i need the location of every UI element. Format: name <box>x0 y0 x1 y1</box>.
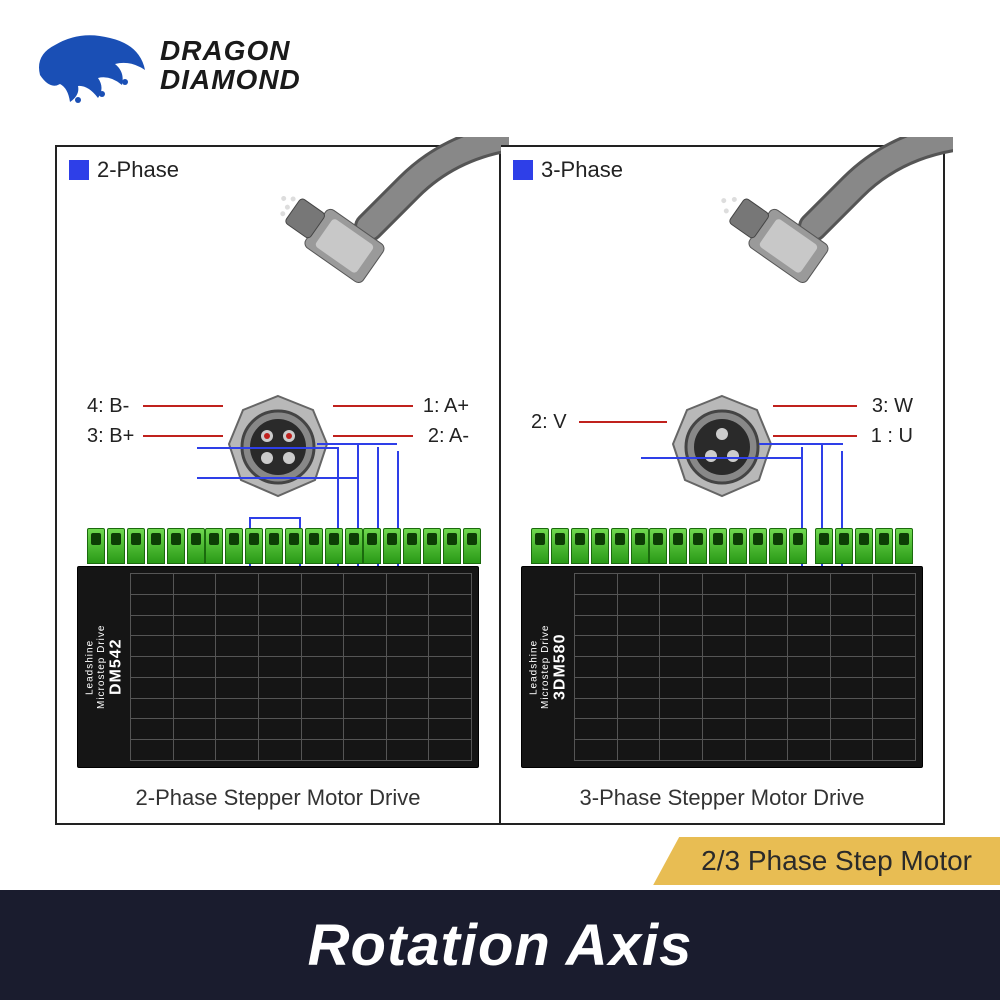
pin-label: 1 : U <box>871 425 913 448</box>
driver-3dm580: Leadshine Microstep Drive 3DM580 <box>521 528 923 768</box>
driver-sub: Microstep Drive <box>540 625 551 709</box>
lead-line <box>579 421 667 423</box>
panel-2phase: 2-Phase 4: B- 3: B+ 1: A+ 2: A- <box>55 145 501 825</box>
driver-spec-table <box>574 573 916 761</box>
driver-faceplate: Leadshine Microstep Drive 3DM580 <box>521 566 923 768</box>
pin-label: 3: W <box>872 395 913 418</box>
panel-3phase: 3-Phase 2: V 3: W 1 : U <box>501 145 945 825</box>
driver-model: DM542 <box>108 639 126 696</box>
driver-faceplate: Leadshine Microstep Drive DM542 <box>77 566 479 768</box>
phase-label: 3-Phase <box>541 157 623 183</box>
page-title: Rotation Axis <box>308 912 693 979</box>
square-marker-icon <box>513 160 533 180</box>
terminal-strip <box>521 528 923 568</box>
pin-label: 1: A+ <box>423 395 469 418</box>
socket-3pin-icon <box>667 392 777 502</box>
panel-caption: 3-Phase Stepper Motor Drive <box>501 785 943 811</box>
title-bar: Rotation Axis <box>0 890 1000 1000</box>
driver-label-strip: Leadshine Microstep Drive 3DM580 <box>528 573 570 761</box>
product-badge: 2/3 Phase Step Motor <box>653 837 1000 885</box>
brand-logo: DRAGON DIAMOND <box>30 20 301 110</box>
pin-label: 3: B+ <box>87 425 134 448</box>
lead-line <box>333 405 413 407</box>
lead-line <box>333 435 413 437</box>
driver-dm542: Leadshine Microstep Drive DM542 <box>77 528 479 768</box>
driver-brand: Leadshine <box>84 639 95 694</box>
driver-label-strip: Leadshine Microstep Drive DM542 <box>84 573 126 761</box>
pin-diagram-3phase: 2: V 3: W 1 : U <box>501 377 943 517</box>
lead-line <box>143 435 223 437</box>
lead-line <box>773 405 857 407</box>
pin-label: 2: A- <box>428 425 469 448</box>
brand-line2: DIAMOND <box>160 65 301 94</box>
phase-tag-2: 2-Phase <box>69 157 179 183</box>
dragon-icon <box>30 20 150 110</box>
brand-name: DRAGON DIAMOND <box>160 36 301 95</box>
cable-connector-icon <box>269 137 509 297</box>
driver-model: 3DM580 <box>552 634 570 700</box>
pin-label: 4: B- <box>87 395 129 418</box>
driver-brand: Leadshine <box>528 639 539 694</box>
driver-spec-table <box>130 573 472 761</box>
panel-caption: 2-Phase Stepper Motor Drive <box>57 785 499 811</box>
cable-connector-icon <box>713 137 953 297</box>
phase-label: 2-Phase <box>97 157 179 183</box>
driver-sub: Microstep Drive <box>96 625 107 709</box>
lead-line <box>143 405 223 407</box>
pin-label: 2: V <box>531 411 567 434</box>
lead-line <box>773 435 857 437</box>
square-marker-icon <box>69 160 89 180</box>
brand-line1: DRAGON <box>160 36 301 65</box>
terminal-strip <box>77 528 479 568</box>
phase-tag-3: 3-Phase <box>513 157 623 183</box>
comparison-panels: 2-Phase 4: B- 3: B+ 1: A+ 2: A- <box>55 145 945 825</box>
